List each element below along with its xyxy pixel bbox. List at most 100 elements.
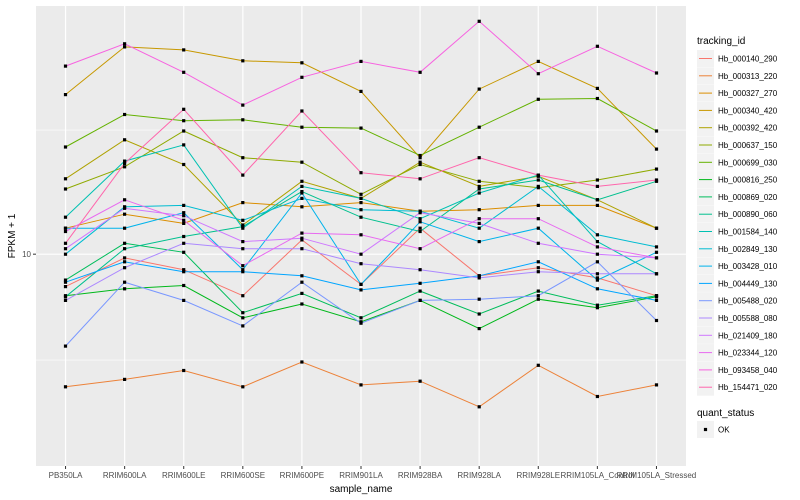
data-point bbox=[241, 268, 245, 272]
data-point bbox=[536, 173, 540, 177]
legend-item: Hb_000340_420 bbox=[697, 101, 778, 119]
data-point bbox=[123, 138, 127, 142]
data-point bbox=[359, 215, 363, 219]
data-point bbox=[63, 247, 68, 251]
data-point bbox=[241, 264, 245, 268]
color-legend: tracking_id Hb_000140_290 Hb_000313_220 Hb… bbox=[697, 36, 778, 396]
data-point bbox=[123, 226, 127, 230]
data-point bbox=[654, 318, 659, 323]
data-point bbox=[63, 226, 68, 230]
data-point bbox=[595, 278, 599, 282]
data-point bbox=[418, 153, 422, 158]
legend-item: Hb_000327_270 bbox=[697, 84, 778, 102]
data-point bbox=[359, 282, 363, 286]
data-point bbox=[182, 203, 186, 207]
data-point bbox=[418, 211, 422, 215]
data-point bbox=[123, 198, 127, 202]
data-point bbox=[477, 312, 481, 316]
data-point bbox=[359, 126, 363, 130]
data-point bbox=[123, 280, 127, 284]
data-point bbox=[418, 70, 422, 74]
x-tick-label: RRIM901LA bbox=[339, 471, 383, 480]
data-point bbox=[418, 217, 422, 221]
data-point bbox=[300, 61, 304, 65]
legend-item: Hb_000890_060 bbox=[697, 205, 778, 223]
data-point bbox=[477, 327, 481, 331]
data-point bbox=[536, 363, 540, 367]
data-point bbox=[536, 260, 540, 264]
data-point bbox=[359, 288, 363, 292]
legend-label: Hb_000140_290 bbox=[718, 55, 778, 64]
data-point bbox=[241, 270, 245, 274]
data-point bbox=[182, 70, 186, 74]
legend-item: Hb_004449_130 bbox=[697, 274, 778, 292]
data-point bbox=[63, 187, 68, 191]
data-point bbox=[300, 291, 304, 295]
data-point bbox=[300, 360, 304, 364]
data-point bbox=[63, 145, 68, 149]
data-point bbox=[182, 48, 186, 52]
data-point bbox=[300, 280, 304, 284]
data-point bbox=[359, 171, 363, 175]
x-tick-label: RRIM600PE bbox=[280, 471, 324, 480]
legend-label: Hb_000340_420 bbox=[718, 106, 778, 115]
legend-item: Hb_154471_020 bbox=[697, 378, 778, 396]
data-point bbox=[300, 247, 304, 251]
data-point bbox=[477, 156, 481, 160]
data-point bbox=[63, 64, 68, 68]
legend-item: Hb_093458_040 bbox=[697, 361, 778, 379]
data-point bbox=[182, 250, 186, 254]
x-tick-label: RRIM105LA_Control bbox=[560, 471, 634, 480]
legend-title: tracking_id bbox=[697, 36, 745, 47]
data-point bbox=[182, 119, 186, 123]
data-point bbox=[241, 218, 245, 222]
legend-label: Hb_003428_010 bbox=[718, 262, 778, 271]
legend-item: Hb_002849_130 bbox=[697, 240, 778, 258]
data-point bbox=[182, 270, 186, 274]
data-point bbox=[241, 385, 245, 389]
data-point bbox=[595, 203, 599, 207]
data-point bbox=[359, 192, 363, 196]
data-point bbox=[182, 129, 186, 133]
data-point bbox=[654, 272, 659, 276]
data-point bbox=[241, 240, 245, 244]
x-axis: PB350LA RRIM600LA RRIM600LE RRIM600SE RRIM60… bbox=[49, 466, 696, 480]
data-point bbox=[63, 177, 68, 181]
data-point bbox=[63, 229, 68, 234]
data-point bbox=[63, 278, 68, 282]
data-point bbox=[477, 226, 481, 230]
data-point bbox=[595, 287, 599, 291]
data-point bbox=[418, 160, 422, 164]
data-point bbox=[241, 247, 245, 251]
legend-item: Hb_023344_120 bbox=[697, 344, 778, 362]
data-point bbox=[536, 178, 540, 182]
data-point bbox=[595, 252, 599, 256]
data-point bbox=[123, 247, 127, 251]
data-point bbox=[63, 344, 68, 348]
data-point bbox=[300, 302, 304, 306]
data-point bbox=[536, 184, 540, 188]
data-point bbox=[536, 266, 540, 270]
data-point bbox=[241, 103, 245, 107]
data-point bbox=[63, 285, 68, 289]
data-point bbox=[418, 226, 422, 230]
data-point bbox=[359, 201, 363, 205]
data-point bbox=[477, 179, 481, 183]
data-point bbox=[654, 256, 659, 260]
data-point bbox=[418, 289, 422, 293]
data-point bbox=[654, 226, 659, 230]
data-point bbox=[595, 184, 599, 188]
data-point bbox=[300, 75, 304, 79]
legend-label: Hb_005488_020 bbox=[718, 297, 778, 306]
x-tick-label: RRIM600LE bbox=[162, 471, 206, 480]
data-point bbox=[536, 217, 540, 221]
data-point bbox=[63, 280, 68, 284]
data-point bbox=[63, 215, 68, 219]
legend-item: Hb_005488_020 bbox=[697, 292, 778, 310]
data-point bbox=[182, 298, 186, 302]
data-point bbox=[595, 178, 599, 182]
data-point bbox=[536, 270, 540, 274]
data-point bbox=[595, 394, 599, 399]
legend-label: Hb_000637_150 bbox=[718, 141, 778, 150]
y-tick-label: 10 bbox=[22, 250, 31, 259]
